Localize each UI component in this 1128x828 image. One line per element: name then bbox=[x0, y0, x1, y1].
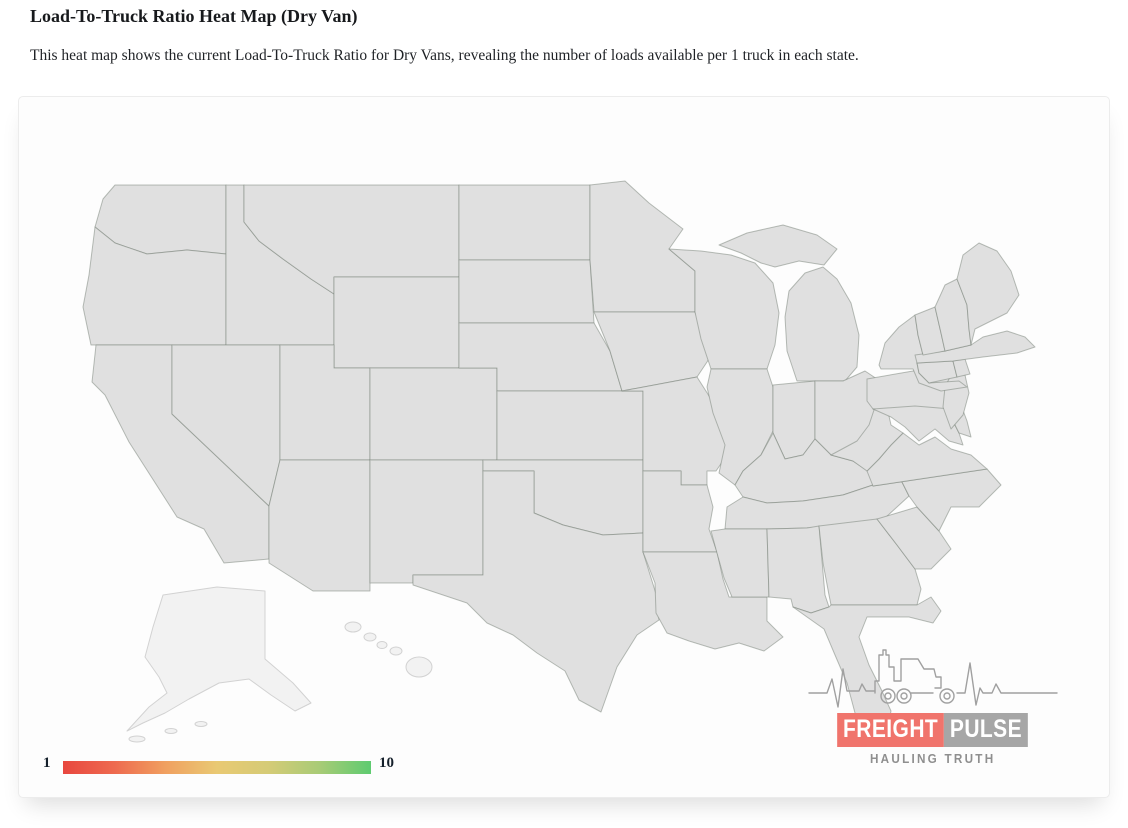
state-texas[interactable] bbox=[412, 470, 660, 713]
state-wyoming[interactable] bbox=[333, 276, 460, 369]
hawaii-island[interactable] bbox=[405, 656, 433, 678]
freight-pulse-logo: FREIGHT PULSE HAULING TRUTH bbox=[807, 637, 1059, 766]
alaska-island[interactable] bbox=[194, 721, 208, 727]
hawaii-island[interactable] bbox=[389, 646, 403, 656]
state-mississippi[interactable] bbox=[710, 528, 770, 598]
state-michigan-upper[interactable] bbox=[718, 224, 838, 268]
states-layer bbox=[82, 180, 1036, 743]
state-north-carolina[interactable] bbox=[872, 468, 1002, 532]
legend-gradient-bar bbox=[63, 761, 371, 774]
state-louisiana[interactable] bbox=[642, 551, 784, 652]
logo-tagline: HAULING TRUTH bbox=[870, 751, 996, 766]
alaska-island[interactable] bbox=[164, 728, 178, 734]
state-michigan[interactable] bbox=[784, 266, 860, 382]
state-alabama[interactable] bbox=[766, 525, 830, 614]
page-description: This heat map shows the current Load-To-… bbox=[30, 47, 859, 64]
logo-wordmark: FREIGHT PULSE bbox=[837, 713, 1029, 747]
ekg-truck-icon bbox=[808, 649, 1058, 708]
alaska-island[interactable] bbox=[128, 735, 146, 743]
hawaii-island[interactable] bbox=[363, 632, 377, 642]
us-heat-map bbox=[82, 180, 1036, 743]
state-new-mexico[interactable] bbox=[369, 459, 484, 584]
state-south-dakota[interactable] bbox=[458, 259, 595, 324]
hawaii-island[interactable] bbox=[376, 641, 388, 649]
state-wisconsin[interactable] bbox=[668, 248, 780, 370]
legend-max-label: 10 bbox=[379, 755, 394, 771]
hawaii-island[interactable] bbox=[344, 621, 362, 633]
state-maine[interactable] bbox=[956, 242, 1020, 346]
state-south-carolina[interactable] bbox=[876, 506, 952, 570]
page-title: Load-To-Truck Ratio Heat Map (Dry Van) bbox=[30, 6, 358, 26]
state-west-virginia[interactable] bbox=[830, 406, 904, 472]
state-arizona[interactable] bbox=[268, 459, 371, 592]
state-minnesota[interactable] bbox=[589, 180, 696, 313]
state-massachusetts[interactable] bbox=[914, 330, 1036, 364]
state-colorado[interactable] bbox=[369, 367, 498, 461]
state-kansas[interactable] bbox=[496, 390, 644, 461]
logo-freight-text: FREIGHT bbox=[837, 713, 945, 747]
state-alaska[interactable] bbox=[126, 586, 312, 732]
state-north-dakota[interactable] bbox=[458, 184, 591, 261]
map-card: 1 10 FREIGHT PULSE HAULING TRUTH bbox=[18, 96, 1110, 798]
logo-pulse-text: PULSE bbox=[944, 713, 1029, 747]
legend-min-label: 1 bbox=[43, 755, 51, 771]
state-florida[interactable] bbox=[792, 596, 942, 736]
